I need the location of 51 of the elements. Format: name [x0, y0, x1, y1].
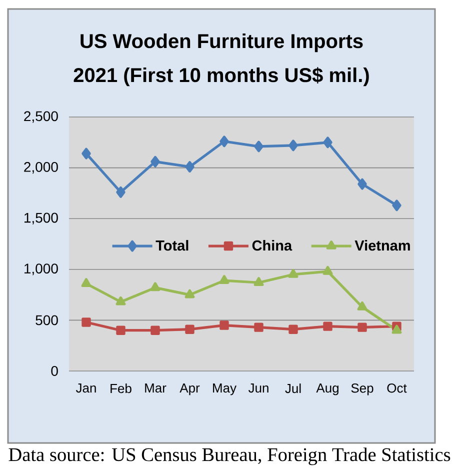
point [392, 324, 402, 334]
point [150, 282, 160, 292]
x-tick-label: Mar [145, 384, 166, 393]
point [116, 296, 126, 306]
point [288, 324, 298, 334]
x-tick-label: Aug [316, 384, 338, 396]
point [82, 148, 91, 160]
y-tick-label: 1,500 [24, 212, 58, 224]
x-tick-label: Apr [180, 384, 200, 396]
x-tick-label: Jan [76, 384, 96, 393]
point [220, 136, 229, 148]
point [358, 178, 367, 190]
x-tick-label: Feb [110, 384, 132, 394]
point [116, 326, 126, 335]
y-tick-label: 500 [36, 315, 58, 326]
legend-label: Vietnam [354, 240, 410, 251]
point [322, 266, 333, 275]
x-tick-label: Jun [248, 384, 268, 393]
point [392, 200, 402, 212]
point [288, 268, 298, 278]
x-tick-label: Sep [351, 384, 374, 396]
point [220, 320, 229, 330]
y-tick-label: 0 [51, 366, 58, 376]
y-tick-label: 2,000 [24, 162, 58, 174]
x-tick-label: Oct [387, 384, 407, 393]
x-tick-label: May [213, 384, 236, 396]
point [150, 326, 160, 335]
chart-subtitle: 2021 (First 10 months US$ mil.) [74, 67, 369, 86]
source-note: Data source: US Census Bureau, Foreign Trade Statistics [8, 448, 450, 466]
point [254, 277, 264, 286]
x-tick-label: Jul [285, 384, 301, 394]
point [116, 186, 126, 198]
point [323, 322, 332, 331]
point [82, 318, 91, 327]
point [150, 156, 160, 168]
point [219, 275, 230, 284]
legend-label: Total [156, 240, 188, 251]
point [184, 289, 195, 298]
point [323, 136, 332, 148]
legend-label: China [252, 240, 292, 251]
point [357, 301, 368, 310]
point [288, 140, 298, 152]
y-tick-label: 2,500 [24, 111, 58, 123]
point [185, 161, 194, 172]
point [81, 278, 92, 288]
point [358, 322, 367, 332]
chart-title: US Wooden Furniture Imports [80, 34, 363, 52]
point [254, 140, 264, 152]
point [185, 324, 194, 334]
point [254, 322, 264, 332]
y-tick-label: 1,000 [24, 264, 58, 276]
